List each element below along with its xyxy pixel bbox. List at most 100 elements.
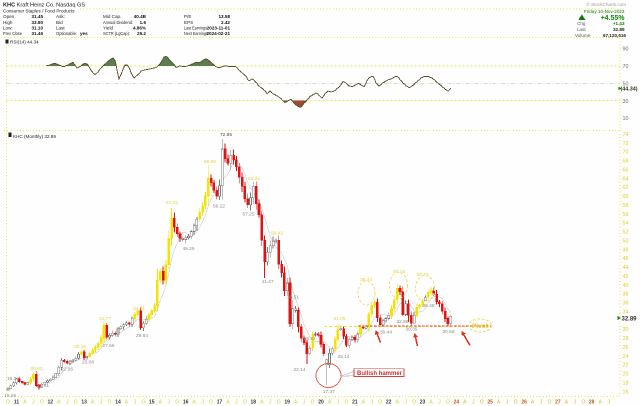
svg-text:30.35: 30.35 <box>405 326 417 332</box>
svg-text:J: J <box>134 399 137 405</box>
svg-text:18: 18 <box>623 381 629 387</box>
svg-text:42: 42 <box>623 274 629 280</box>
svg-text:14: 14 <box>115 399 121 405</box>
svg-text:36: 36 <box>623 301 629 307</box>
svg-text:Mid Cap.: Mid Cap. <box>103 14 121 19</box>
svg-text:64: 64 <box>623 176 629 182</box>
svg-text:54: 54 <box>623 221 629 227</box>
svg-text:Low:: Low: <box>3 26 13 31</box>
svg-text:30.68: 30.68 <box>442 329 454 335</box>
svg-text:A: A <box>328 399 332 405</box>
svg-text:20: 20 <box>623 372 629 378</box>
svg-text:J: J <box>303 399 306 405</box>
svg-text:46: 46 <box>623 256 629 262</box>
svg-text:O: O <box>6 399 10 405</box>
svg-text:23.08: 23.08 <box>82 360 94 366</box>
svg-text:O: O <box>412 399 416 405</box>
svg-text:O: O <box>547 399 551 405</box>
svg-text:+1.43: +1.43 <box>613 21 625 26</box>
svg-text:J: J <box>66 399 69 405</box>
svg-text:10: 10 <box>623 116 629 122</box>
svg-text:A: A <box>159 399 163 405</box>
svg-text:36.44: 36.44 <box>360 277 372 283</box>
svg-text:O: O <box>209 399 213 405</box>
svg-text:J: J <box>371 399 374 405</box>
svg-text:50: 50 <box>623 239 629 245</box>
svg-text:63.24: 63.24 <box>248 176 260 182</box>
svg-text:J: J <box>607 399 610 405</box>
svg-text:J: J <box>472 399 475 405</box>
svg-text:16.41: 16.41 <box>37 383 49 389</box>
svg-text:19: 19 <box>284 399 290 405</box>
svg-text:Last: Last <box>56 26 65 31</box>
svg-text:J: J <box>269 399 272 405</box>
svg-text:Prev Close: Prev Close <box>3 31 22 36</box>
svg-text:Next Earnings:: Next Earnings: <box>184 31 209 36</box>
svg-text:(44.34): (44.34) <box>621 87 638 93</box>
svg-text:12: 12 <box>48 399 54 405</box>
svg-text:17: 17 <box>217 399 223 405</box>
svg-text:24: 24 <box>454 399 460 405</box>
svg-text:Bullish hammer: Bullish hammer <box>357 371 403 377</box>
svg-text:18: 18 <box>251 399 257 405</box>
svg-text:O: O <box>277 399 281 405</box>
svg-text:34.61: 34.61 <box>133 306 145 312</box>
svg-text:90: 90 <box>623 47 629 53</box>
svg-text:36.48: 36.48 <box>422 303 434 309</box>
svg-text:KHC Kraft Heinz Co. Nasdaq GS: KHC Kraft Heinz Co. Nasdaq GS <box>3 2 85 8</box>
svg-text:25.16: 25.16 <box>74 344 86 350</box>
svg-text:44: 44 <box>623 265 629 271</box>
svg-text:72: 72 <box>623 141 629 147</box>
svg-text:Optionable:: Optionable: <box>56 31 77 36</box>
svg-text:High: High <box>3 20 13 25</box>
svg-text:yes: yes <box>80 31 88 36</box>
svg-text:O: O <box>40 399 44 405</box>
svg-text:Open: Open <box>3 14 15 19</box>
svg-text:25.14: 25.14 <box>338 354 350 360</box>
svg-text:67,120,616: 67,120,616 <box>603 33 626 38</box>
svg-text:O: O <box>480 399 484 405</box>
svg-text:A: A <box>396 399 400 405</box>
svg-text:J: J <box>32 399 35 405</box>
svg-text:24: 24 <box>623 354 629 360</box>
svg-text:31.46: 31.46 <box>32 31 44 36</box>
svg-text:A: A <box>429 399 433 405</box>
svg-text:36.51: 36.51 <box>287 294 299 300</box>
svg-text:Ask:: Ask: <box>56 14 65 19</box>
svg-text:Annual Dividend:: Annual Dividend: <box>103 20 133 25</box>
svg-text:26: 26 <box>521 399 527 405</box>
svg-text:31.10: 31.10 <box>32 26 44 31</box>
svg-text:Friday 10-Nov-2023: Friday 10-Nov-2023 <box>584 9 625 14</box>
svg-text:SCTR (LgCap):: SCTR (LgCap): <box>103 31 130 36</box>
svg-text:4.86%: 4.86% <box>133 26 146 31</box>
svg-text:40.16: 40.16 <box>393 269 405 275</box>
svg-text:28: 28 <box>589 399 595 405</box>
svg-text:J: J <box>540 399 543 405</box>
svg-text:60: 60 <box>623 194 629 200</box>
svg-text:16: 16 <box>623 389 629 395</box>
svg-text:J: J <box>337 399 340 405</box>
svg-text:A: A <box>362 399 366 405</box>
svg-text:P/E: P/E <box>184 14 191 19</box>
svg-text:30: 30 <box>623 327 629 333</box>
svg-text:J: J <box>506 399 509 405</box>
svg-text:A: A <box>531 399 535 405</box>
svg-text:28: 28 <box>623 336 629 342</box>
svg-text:22.14: 22.14 <box>293 367 305 373</box>
svg-text:Yield: Yield <box>103 26 113 31</box>
svg-text:Bid: Bid <box>56 20 63 25</box>
svg-text:70: 70 <box>623 150 629 156</box>
svg-text:Last Earnings: Last Earnings <box>184 26 208 31</box>
svg-text:40: 40 <box>623 283 629 289</box>
svg-text:J: J <box>438 399 441 405</box>
svg-text:56: 56 <box>623 212 629 218</box>
svg-text:20: 20 <box>318 399 324 405</box>
svg-text:A: A <box>23 399 27 405</box>
svg-text:Volume: Volume <box>575 33 591 38</box>
svg-text:33.80: 33.80 <box>32 20 44 25</box>
svg-text:29.84: 29.84 <box>136 333 148 339</box>
svg-text:O: O <box>344 399 348 405</box>
svg-text:EPS: EPS <box>184 20 193 25</box>
svg-text:A: A <box>294 399 298 405</box>
svg-text:A: A <box>260 399 264 405</box>
